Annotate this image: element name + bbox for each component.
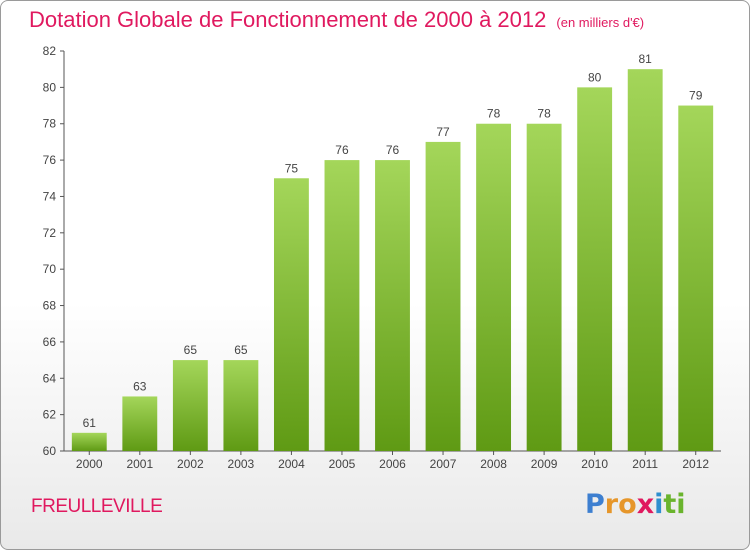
y-tick-label: 82: [43, 44, 57, 58]
chart-subtitle: (en milliers d'€): [556, 15, 645, 30]
x-tick-label: 2011: [632, 457, 658, 471]
bar-value-label: 65: [234, 343, 248, 357]
bar: [577, 87, 613, 451]
x-tick-label: 2008: [480, 457, 507, 471]
y-tick-label: 64: [43, 371, 57, 385]
x-tick-label: 2000: [76, 457, 103, 471]
y-tick-label: 70: [43, 262, 57, 276]
commune-name: FREULLEVILLE: [31, 496, 163, 517]
x-tick-label: 2009: [531, 457, 558, 471]
x-tick-label: 2010: [581, 457, 608, 471]
x-tick-label: 2006: [379, 457, 406, 471]
x-tick-label: 2003: [228, 457, 255, 471]
bar-value-label: 78: [537, 107, 551, 121]
y-tick-label: 74: [43, 189, 57, 203]
bar: [324, 160, 360, 451]
bar: [476, 123, 512, 452]
bar-value-label: 63: [133, 379, 147, 393]
x-tick-label: 2001: [126, 457, 153, 471]
bar-value-label: 61: [83, 416, 97, 430]
chart-title: Dotation Globale de Fonctionnement de 20…: [29, 7, 547, 32]
chart-title-line: Dotation Globale de Fonctionnement de 20…: [29, 7, 644, 33]
bar: [678, 105, 714, 451]
bar-value-label: 80: [588, 70, 602, 84]
logo-letter: o: [618, 489, 637, 520]
x-tick-label: 2005: [329, 457, 356, 471]
bar-value-label: 77: [436, 125, 450, 139]
proxiti-logo[interactable]: Proxiti: [585, 489, 686, 520]
logo-letter: i: [676, 489, 686, 520]
logo-letter: P: [585, 489, 605, 520]
bar: [526, 123, 562, 452]
bar: [425, 141, 461, 451]
y-tick-label: 78: [43, 117, 57, 131]
bar-value-label: 78: [487, 107, 501, 121]
y-tick-label: 62: [43, 408, 57, 422]
bar: [627, 69, 663, 451]
y-tick-label: 80: [43, 80, 57, 94]
logo-letter: r: [604, 489, 619, 520]
axes: 60 62 64 66 68 70 72 74 76 78 80 82 2000 2001 2002 2003…: [43, 44, 721, 471]
bar-value-label: 81: [639, 52, 653, 66]
bar-value-label: 65: [184, 343, 198, 357]
bar-value-label: 76: [335, 143, 349, 157]
bar-value-label: 79: [689, 89, 703, 103]
bar: [172, 360, 208, 451]
x-tick-label: 2007: [430, 457, 457, 471]
y-tick-label: 68: [43, 299, 57, 313]
y-tick-label: 60: [43, 444, 57, 458]
x-tick-label: 2004: [278, 457, 305, 471]
y-tick-label: 72: [43, 226, 57, 240]
logo-letter: t: [663, 489, 677, 520]
logo-letter: x: [636, 489, 655, 520]
bar: [223, 360, 259, 451]
y-tick-label: 76: [43, 153, 57, 167]
x-tick-label: 2012: [682, 457, 709, 471]
x-tick-label: 2002: [177, 457, 204, 471]
y-tick-label: 66: [43, 335, 57, 349]
bar: [273, 178, 309, 452]
bar-value-label: 75: [285, 161, 299, 175]
bars: 61 63 65 65 75 76 76 77 78 78 80 81 79: [71, 52, 714, 452]
bar: [122, 396, 158, 451]
logo-letter: i: [654, 489, 664, 520]
bar: [71, 432, 107, 451]
bar-value-label: 76: [386, 143, 400, 157]
bar: [375, 160, 410, 451]
